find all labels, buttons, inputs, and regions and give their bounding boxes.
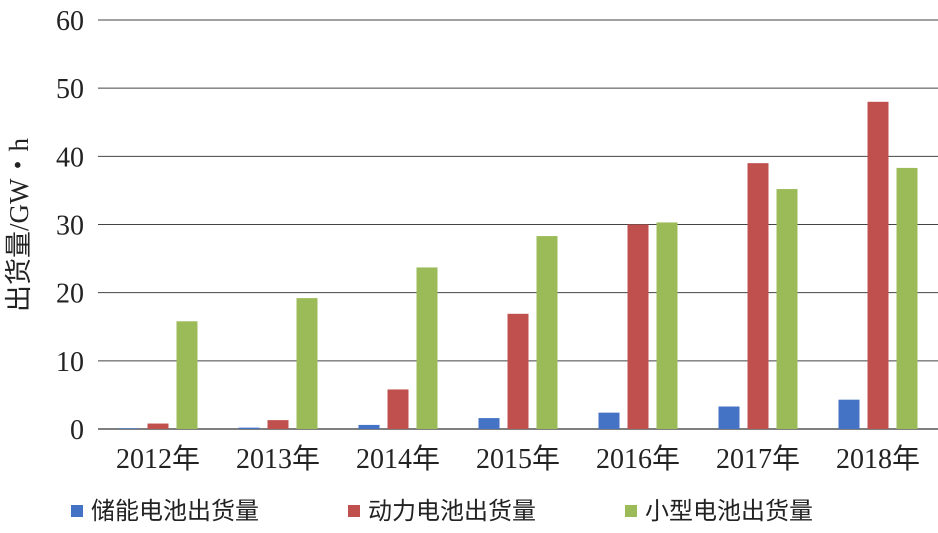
grid-lines <box>98 19 938 430</box>
bar <box>267 420 289 429</box>
bar <box>416 267 438 429</box>
legend-label: 储能电池出货量 <box>91 497 259 525</box>
x-tick-label: 2018年 <box>836 443 920 475</box>
x-tick-labels: 2012年 2013年 2014年 2015年 2016年 2017年 2018年 <box>116 443 920 475</box>
y-tick-label: 20 <box>56 279 84 310</box>
legend: 储能电池出货量 动力电池出货量 小型电池出货量 <box>71 497 813 525</box>
bar <box>838 399 860 429</box>
x-tick-label: 2015年 <box>476 443 560 475</box>
bar <box>238 427 260 429</box>
bars-group <box>118 101 918 430</box>
bar <box>747 163 769 429</box>
bar <box>656 222 678 429</box>
bar <box>627 224 649 429</box>
x-tick-label: 2012年 <box>116 443 200 475</box>
bar <box>387 389 409 429</box>
bar <box>718 406 740 429</box>
bar <box>296 298 318 429</box>
bar <box>867 101 889 430</box>
bar <box>478 418 500 429</box>
y-axis-label: 出货量/GW・h <box>4 138 34 312</box>
bar <box>776 189 798 429</box>
y-tick-label: 50 <box>56 74 84 105</box>
bar <box>598 412 620 429</box>
bar <box>358 424 380 429</box>
legend-label: 动力电池出货量 <box>368 497 536 525</box>
bar <box>147 423 169 429</box>
y-tick-label: 60 <box>56 6 84 37</box>
x-tick-label: 2013年 <box>236 443 320 475</box>
x-tick-label: 2017年 <box>716 443 800 475</box>
x-tick-label: 2016年 <box>596 443 680 475</box>
bar <box>507 313 529 429</box>
bar <box>896 167 918 429</box>
legend-swatch <box>71 505 83 517</box>
y-tick-labels: 0 10 20 30 40 50 60 <box>56 6 84 446</box>
y-tick-label: 40 <box>56 142 84 173</box>
legend-label: 小型电池出货量 <box>645 497 813 525</box>
bar <box>536 236 558 429</box>
y-tick-label: 0 <box>70 415 84 446</box>
bar <box>118 428 140 429</box>
legend-swatch <box>348 505 360 517</box>
legend-swatch <box>625 505 637 517</box>
bar <box>176 321 198 429</box>
y-tick-label: 30 <box>56 211 84 242</box>
y-tick-label: 10 <box>56 347 84 378</box>
x-tick-label: 2014年 <box>356 443 440 475</box>
